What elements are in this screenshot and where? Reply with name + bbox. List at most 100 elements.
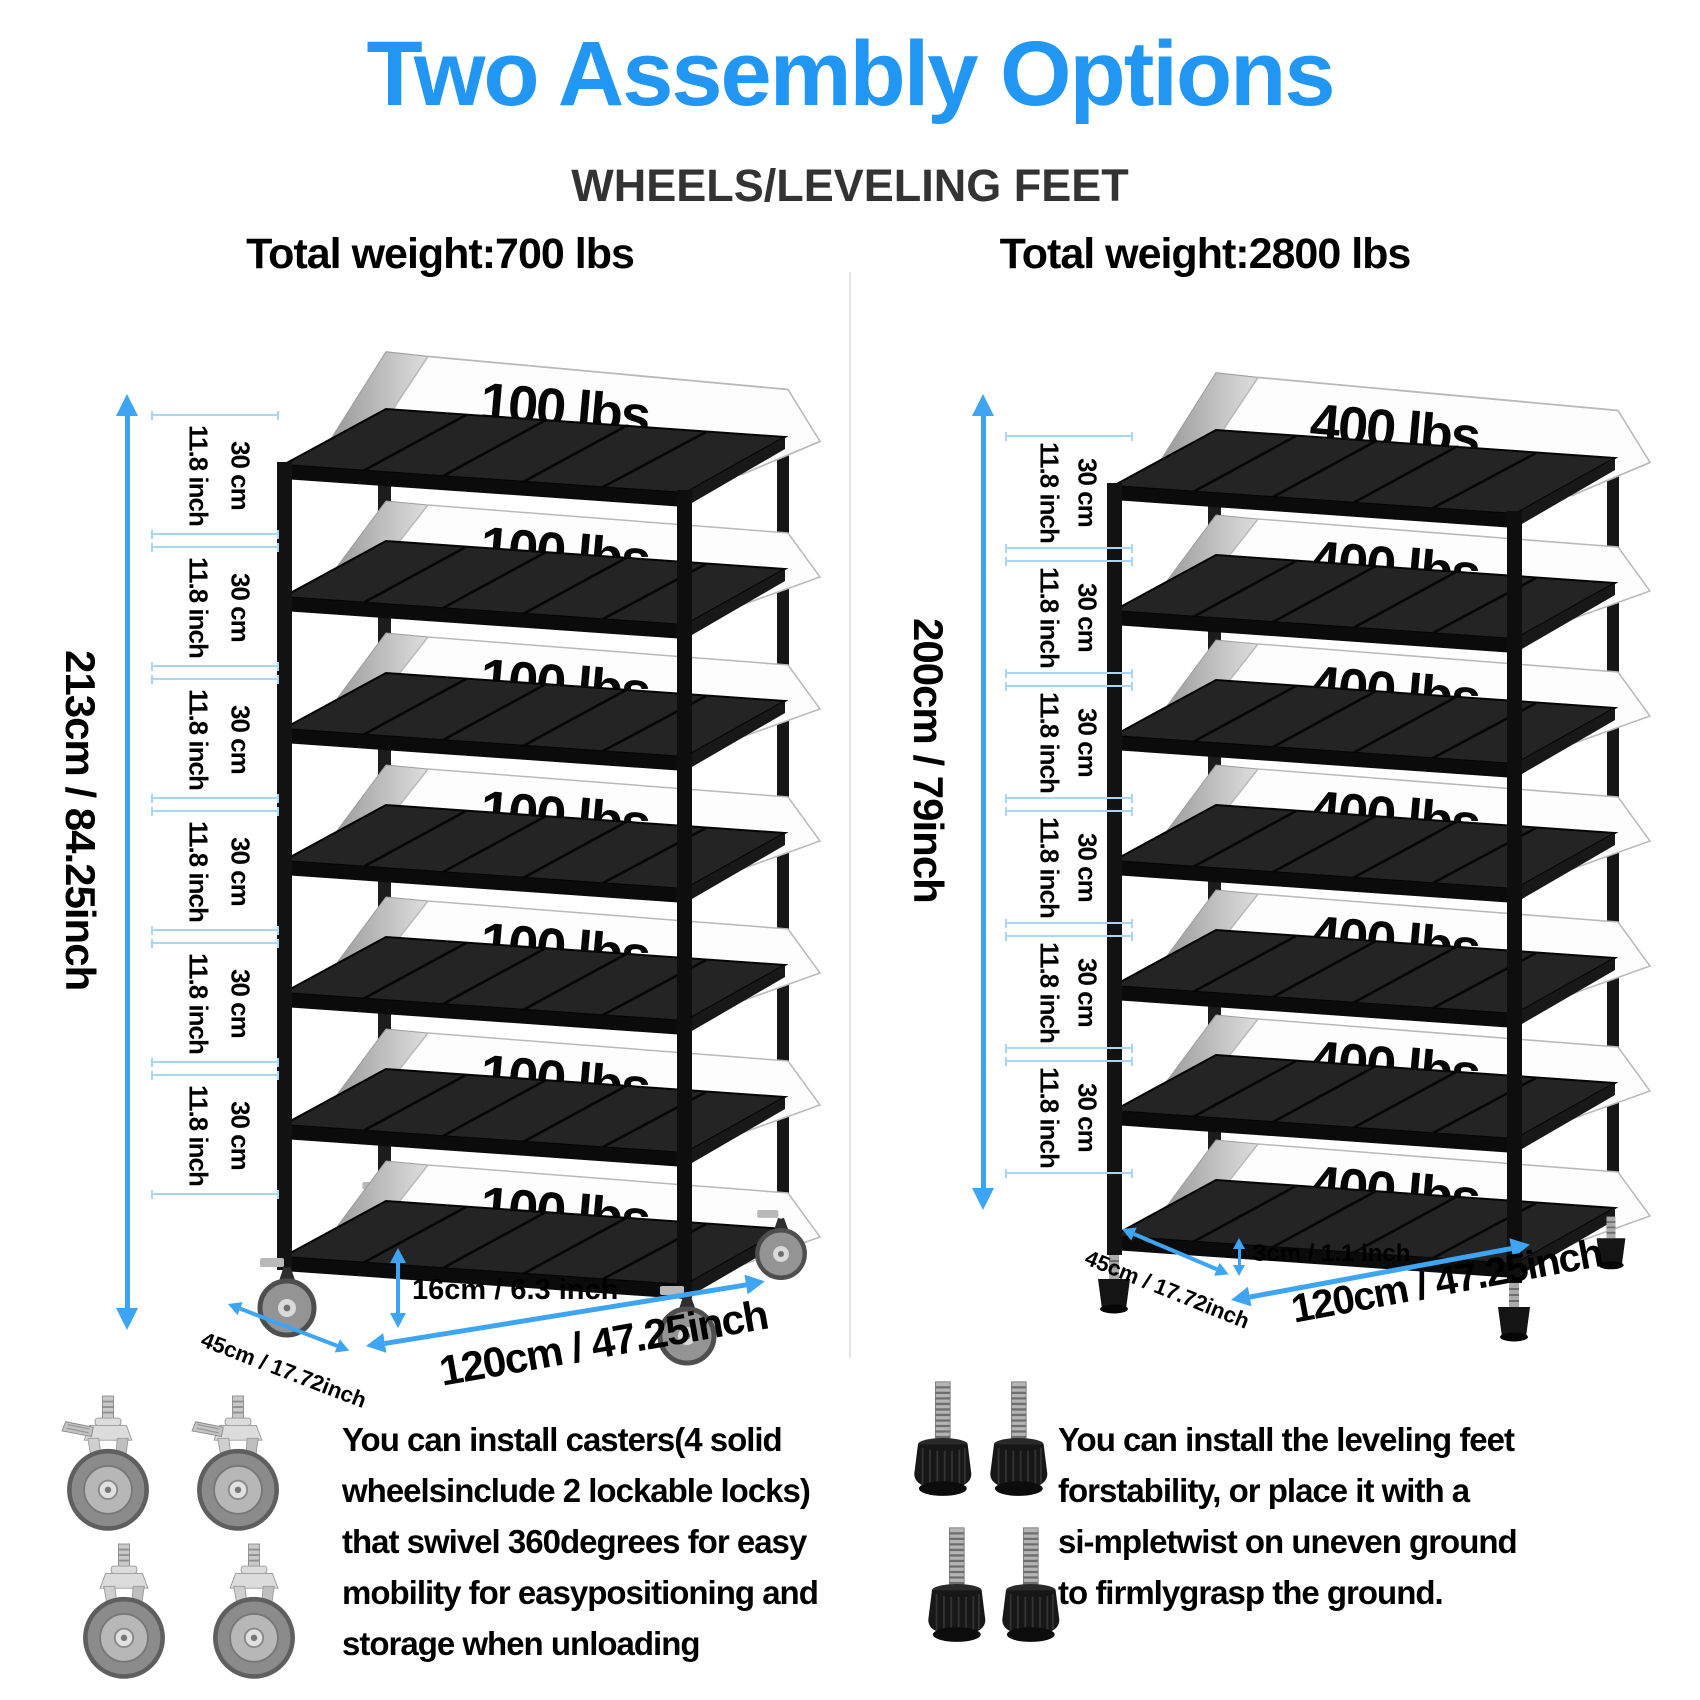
arrow-up-icon [116,394,138,416]
gap-tick [151,530,279,539]
gap-inch-label: 11.8 inch [183,952,214,1054]
gap-cm-label: 30 cm [225,704,256,774]
gap-tick [151,926,279,935]
right-foot-height-arrow [1233,1238,1245,1276]
gap-inch-label: 11.8 inch [183,688,214,790]
casters-illustration [52,1392,342,1692]
shelf: 400 lbs [1111,514,1651,655]
arrow-up-icon [1233,1238,1245,1249]
shelf: 400 lbs [1111,1014,1651,1155]
shelf: 100 lbs [281,764,821,905]
gap-tick [151,1071,279,1080]
gap-inch-label: 11.8 inch [1034,1067,1065,1168]
gap-cm-label: 30 cm [1072,458,1103,527]
gap-cm-label: 30 cm [1072,583,1103,652]
gap-tick [1005,794,1133,803]
gap-cm-label: 30 cm [1072,1083,1103,1152]
gap-tick [151,939,279,948]
arrow-down-icon [116,1308,138,1330]
gap-tick [151,543,279,552]
gap-tick [151,1058,279,1067]
right-total-height-label: 200cm / 79inch [905,618,952,903]
gap-tick [1005,919,1133,928]
gap-inch-label: 11.8 inch [183,820,214,922]
gap-inch-label: 11.8 inch [183,424,214,526]
arrow-down-icon [972,1188,994,1210]
leveling-feet-illustration [913,1380,1061,1644]
gap-inch-label: 11.8 inch [1034,442,1065,543]
right-height-arrow [972,394,994,1210]
gap-inch-label: 11.8 inch [1034,942,1065,1043]
gap-tick [1005,669,1133,678]
gap-cm-label: 30 cm [225,968,256,1038]
gap-inch-label: 11.8 inch [1034,692,1065,793]
shelf: 400 lbs [1111,639,1651,780]
leveling-foot-icon [1001,1526,1061,1644]
caster-with-brake-icon [62,1396,147,1528]
arrow-down-icon [1233,1265,1245,1276]
arrow-down-icon [390,1313,406,1328]
gap-tick [151,794,279,803]
divider-line [849,272,851,1358]
gap-cm-label: 30 cm [225,1100,256,1170]
right-caption: You can install the leveling feet forsta… [1058,1421,1518,1611]
gap-inch-label: 11.8 inch [183,556,214,658]
shelf: 100 lbs [281,1028,821,1169]
shelf: 400 lbs [1111,371,1651,530]
gap-cm-label: 30 cm [1072,708,1103,777]
gap-tick [1005,932,1133,941]
arrow-up-icon [390,1248,406,1263]
gap-tick [151,675,279,684]
gap-tick [1005,682,1133,691]
shelf: 100 lbs [281,896,821,1037]
leveling-foot-icon [913,1380,973,1498]
right-option-heading: Total weight:2800 lbs [999,230,1412,278]
gap-cm-label: 30 cm [1072,958,1103,1027]
gap-tick [1005,807,1133,816]
arrow-left-icon [1229,1286,1252,1310]
gap-inch-label: 11.8 inch [183,1084,214,1186]
right-foot-height-label: 3cm / 1.1 inch [1253,1240,1411,1267]
caster-icon [215,1544,292,1676]
shelf: 400 lbs [1111,889,1651,1030]
gap-tick [1005,1169,1133,1178]
gap-cm-label: 30 cm [1072,833,1103,902]
shelf: 400 lbs [1111,764,1651,905]
gap-tick [151,411,279,420]
leveling-foot-icon [927,1526,987,1644]
gap-tick [1005,1044,1133,1053]
left-option-heading: Total weight:700 lbs [246,230,635,278]
gap-tick [1005,557,1133,566]
arrow-left-icon [364,1333,387,1356]
gap-tick [151,1190,279,1199]
gap-tick [1005,1057,1133,1066]
left-caster-height-label: 16cm / 6.3 inch [412,1274,619,1306]
shelf: 100 lbs [281,632,821,773]
left-height-arrow [116,394,138,1330]
shelf: 100 lbs [281,350,821,509]
page-title: Two Assembly Options [366,23,1335,125]
gap-inch-label: 11.8 inch [1034,567,1065,668]
gap-tick [1005,432,1133,441]
leveling-foot-icon [989,1380,1049,1498]
gap-inch-label: 11.8 inch [1034,817,1065,918]
gap-cm-label: 30 cm [225,440,256,510]
left-total-height-label: 213cm / 84.25inch [57,650,104,991]
left-front-poles [277,462,692,1298]
caster-icon [85,1544,162,1676]
left-caster-height-arrow [390,1248,406,1328]
left-caption: You can install casters(4 solid wheelsin… [342,1421,819,1662]
gap-tick [1005,544,1133,553]
shelf: 100 lbs [281,1160,821,1301]
gap-tick [151,807,279,816]
shelf: 100 lbs [281,500,821,641]
gap-cm-label: 30 cm [225,572,256,642]
arrow-up-icon [972,394,994,416]
gap-tick [151,662,279,671]
shelf: 400 lbs [1111,1139,1651,1280]
